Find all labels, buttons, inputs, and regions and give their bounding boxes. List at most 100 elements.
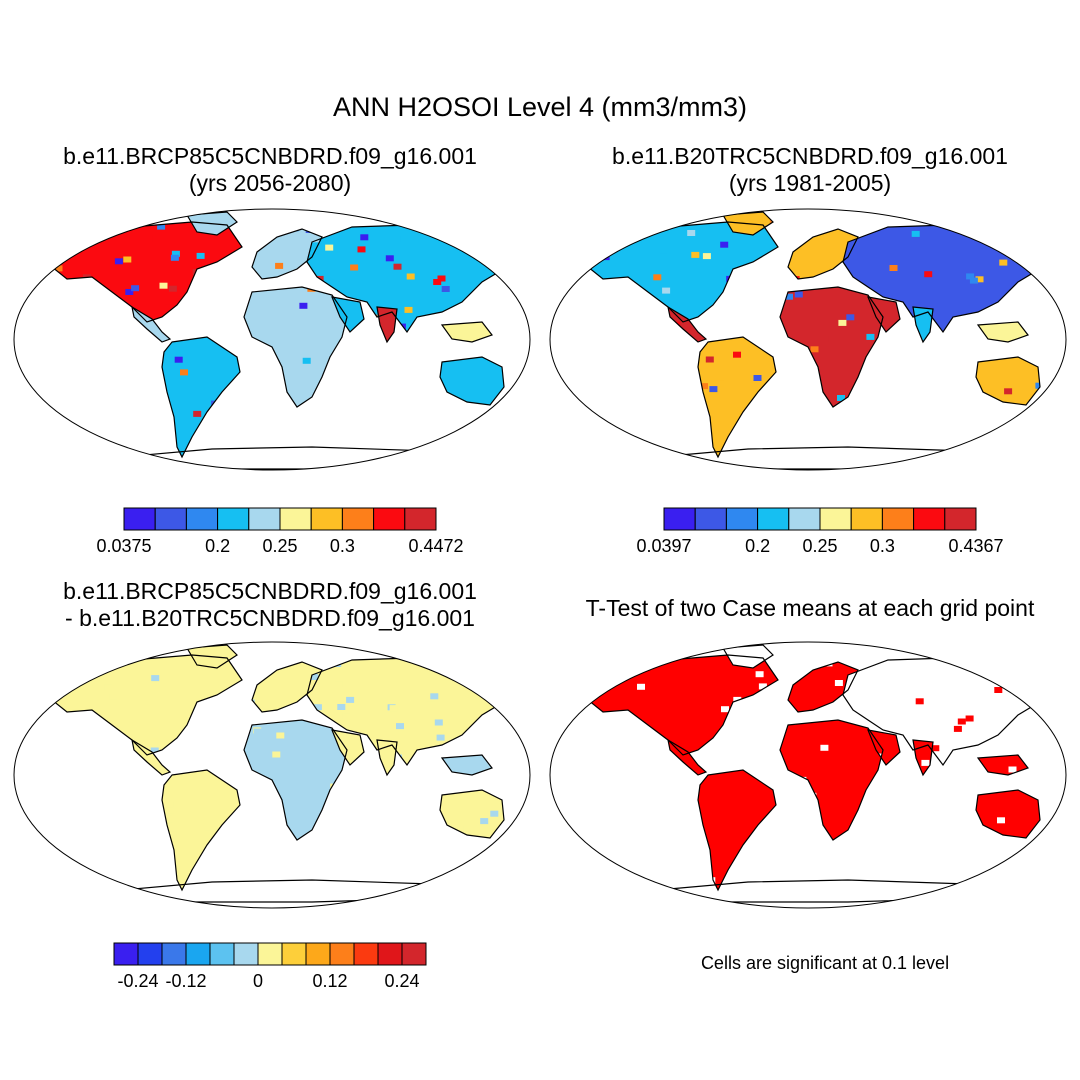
colorbar-tick-label: 0.25 <box>262 536 297 556</box>
colorbar-cell <box>404 507 437 531</box>
map-bottom-left <box>13 641 531 909</box>
continent-seAsiaIslands <box>442 322 492 342</box>
coastline-northAmerica <box>587 221 779 323</box>
colorbar-cell <box>257 942 283 966</box>
coastline-arabia <box>867 729 901 766</box>
coastline-southAmerica <box>697 769 777 892</box>
land-layer <box>52 212 512 457</box>
panel-title-line2: (yrs 1981-2005) <box>728 170 892 196</box>
continent-fill <box>252 229 322 279</box>
speckle <box>1005 755 1017 773</box>
colorbar-bottom-left: -0.24 -0.12 0 0.12 0.24 <box>113 942 427 991</box>
continent-australia <box>976 357 1040 405</box>
coastline-australia <box>439 356 505 406</box>
colorbar-tick-label: -0.12 <box>165 971 206 991</box>
panel-title-bottom-left: b.e11.BRCP85C5CNBDRD.f09_g16.001 - b.e11… <box>20 578 520 632</box>
colorbar-tick-label: 0.4472 <box>408 536 463 556</box>
colorbar-tick-label: 0.2 <box>745 536 770 556</box>
coastline-centralAmerica <box>667 305 708 343</box>
coastline-europe <box>251 661 323 713</box>
continent-fill <box>588 655 778 755</box>
colorbar-tick-label: 0.0397 <box>636 536 691 556</box>
colorbar-cell <box>161 942 187 966</box>
colorbar-cell <box>305 942 331 966</box>
colorbar-cell <box>329 942 355 966</box>
map-top-right <box>549 208 1067 471</box>
colorbar-cell <box>233 942 259 966</box>
coastline-northAmerica <box>587 654 779 756</box>
map-border <box>549 208 1067 471</box>
colorbar-cell <box>694 507 727 531</box>
continent-fill <box>978 322 1028 342</box>
colorbar-cell <box>341 507 375 531</box>
colorbar-cell <box>248 507 281 531</box>
colorbar-tick-label: 0.3 <box>330 536 355 556</box>
coastline-greenland <box>721 644 774 669</box>
coastline-centralAmerica <box>667 738 708 776</box>
coastline-australia <box>975 356 1041 406</box>
panel-title-line1: b.e11.BRCP85C5CNBDRD.f09_g16.001 <box>63 578 477 604</box>
colorbar-tick-label: 0.12 <box>312 971 347 991</box>
continent-fill <box>698 770 776 890</box>
coastline-northAmerica <box>51 221 243 323</box>
speckle <box>390 317 397 324</box>
map-border <box>13 641 531 909</box>
coastline-india <box>376 739 398 777</box>
coastline-arabia <box>331 296 365 333</box>
colorbar-tick-label: 0.0375 <box>96 536 151 556</box>
colorbar-tick-label: 0.2 <box>205 536 230 556</box>
colorbar-cell <box>137 942 163 966</box>
continent-fill <box>780 287 883 407</box>
colorbar-tick-label: 0.4367 <box>948 536 1003 556</box>
continent-fill <box>440 357 504 405</box>
coastline-greenland <box>185 644 238 669</box>
colorbar-cell <box>185 942 211 966</box>
coastline-africa <box>779 286 884 408</box>
colorbar-cell <box>154 507 187 531</box>
panel-title-line2: (yrs 2056-2080) <box>188 170 352 196</box>
colorbar-tick-label: -0.24 <box>117 971 158 991</box>
land-layer <box>588 212 1048 457</box>
continent-fill <box>440 790 504 838</box>
map-border <box>13 208 531 471</box>
colorbar-cell <box>725 507 759 531</box>
continent-fill <box>162 337 240 457</box>
coastline-seAsiaIslands <box>440 754 493 776</box>
continent-southAmerica <box>162 770 240 890</box>
continent-fill <box>788 229 858 279</box>
continent-fill <box>588 222 778 322</box>
figure-title: ANN H2OSOI Level 4 (mm3/mm3) <box>332 92 748 122</box>
continent-fill <box>442 755 492 775</box>
significance-note: Cells are significant at 0.1 level <box>700 953 950 973</box>
colorbar-cell <box>310 507 343 531</box>
coastline-africa <box>779 719 884 841</box>
coastline-europe <box>251 228 323 280</box>
coastline-southAmerica <box>697 336 777 459</box>
coastline-africa <box>243 286 348 408</box>
colorbar-cell <box>663 507 696 531</box>
colorbar-cell <box>113 942 139 966</box>
colorbar-cell <box>209 942 235 966</box>
colorbar-cell <box>819 507 852 531</box>
colorbar-cell <box>373 507 406 531</box>
continent-fill <box>788 662 858 712</box>
colorbar-top-right: 0.0397 0.2 0.25 0.3 0.4367 <box>636 507 1004 556</box>
colorbar-cell <box>757 507 790 531</box>
coastline-europe <box>787 661 859 713</box>
coastline-seAsiaIslands <box>440 321 493 343</box>
colorbar-cell <box>401 942 427 966</box>
continent-fill <box>442 322 492 342</box>
colorbar-cell <box>353 942 379 966</box>
continent-africa <box>780 287 883 407</box>
continent-fill <box>244 720 347 840</box>
colorbar-cell <box>123 507 156 531</box>
panel-title-line1: b.e11.B20TRC5CNBDRD.f09_g16.001 <box>612 143 1008 169</box>
continent-fill <box>698 337 776 457</box>
map-border <box>549 641 1067 909</box>
colorbar-cell <box>788 507 821 531</box>
coastline-africa <box>243 719 348 841</box>
coastline-india <box>912 306 934 344</box>
panel-title-top-right: b.e11.B20TRC5CNBDRD.f09_g16.001 (yrs 198… <box>560 143 1060 197</box>
colorbar-tick-label: 0 <box>253 971 263 991</box>
continent-fill <box>162 770 240 890</box>
